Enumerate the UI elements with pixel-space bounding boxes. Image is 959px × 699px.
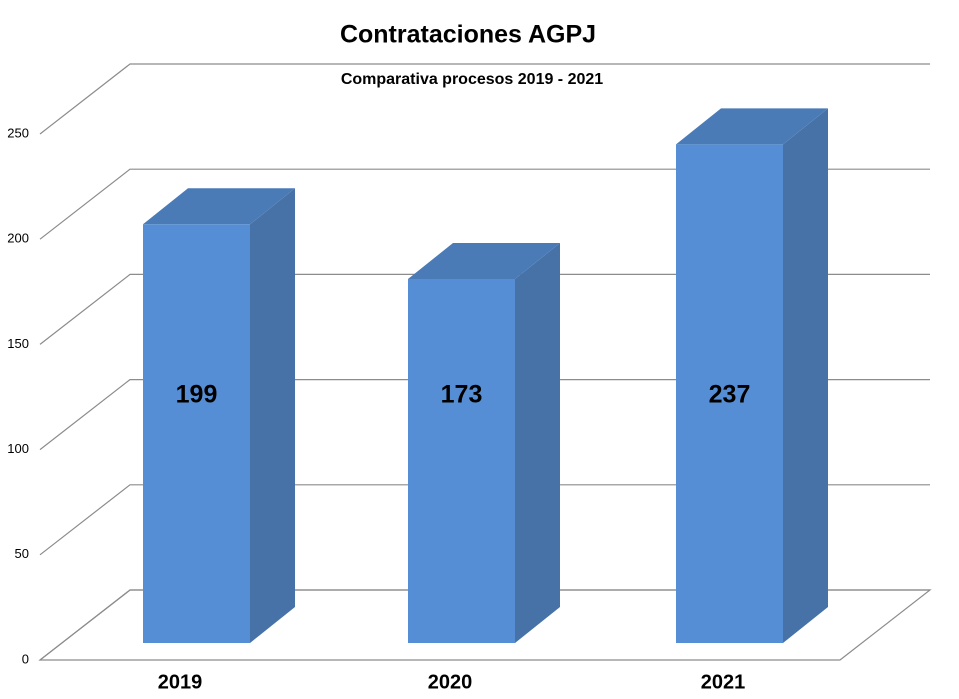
bar-top xyxy=(408,243,560,280)
bar-side xyxy=(783,108,828,644)
data-label: 199 xyxy=(176,381,218,409)
grid-line xyxy=(39,484,930,556)
grid-line xyxy=(39,63,930,135)
x-tick-label: 2021 xyxy=(701,671,746,693)
bar-front xyxy=(676,144,783,644)
y-tick-label: 0 xyxy=(22,651,29,666)
grid-line xyxy=(39,168,930,240)
bar-front xyxy=(408,279,515,643)
bar-side xyxy=(515,243,560,643)
grid-line xyxy=(39,273,930,345)
y-tick-label: 50 xyxy=(15,546,29,561)
x-tick-label: 2020 xyxy=(428,671,473,693)
y-tick-label: 150 xyxy=(7,336,29,351)
bar xyxy=(408,243,560,643)
data-label: 237 xyxy=(709,381,751,409)
bar-side xyxy=(250,188,295,643)
x-tick-label: 2019 xyxy=(158,671,203,693)
chart-subtitle: Comparativa procesos 2019 - 2021 xyxy=(341,71,603,88)
grid-line xyxy=(39,589,930,661)
grid-line xyxy=(39,379,930,451)
y-tick-label: 200 xyxy=(7,231,29,246)
data-label: 173 xyxy=(441,381,483,409)
bar xyxy=(676,108,828,644)
bar-front xyxy=(143,224,250,643)
y-tick-label: 250 xyxy=(7,125,29,140)
chart-title: Contrataciones AGPJ xyxy=(340,21,596,49)
bar-top xyxy=(143,188,295,225)
bar-top xyxy=(676,108,828,145)
bar xyxy=(143,188,295,643)
y-tick-label: 100 xyxy=(7,441,29,456)
